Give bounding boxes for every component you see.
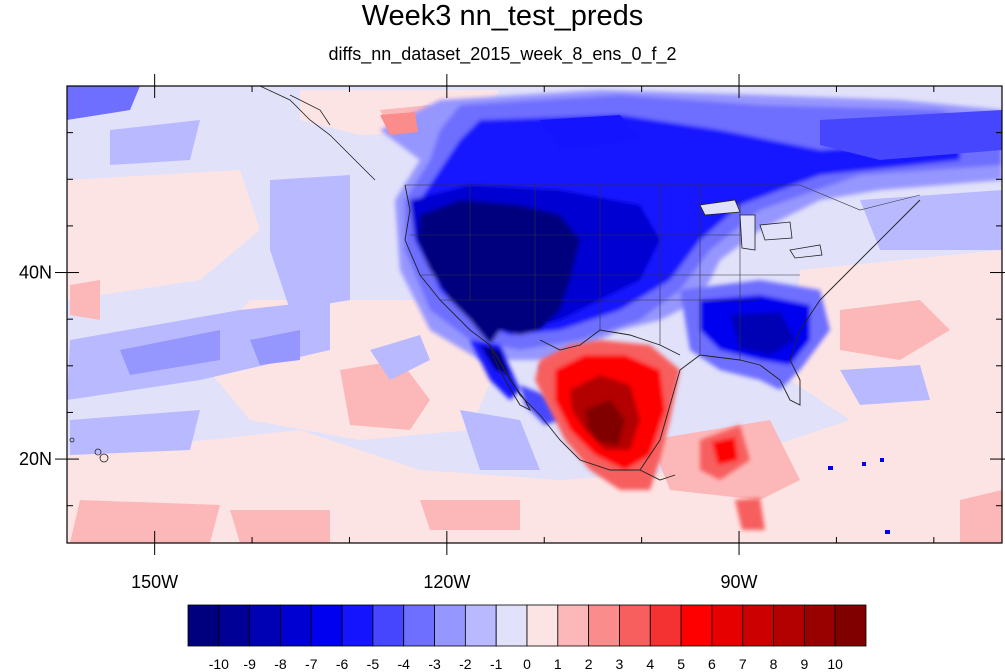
colorbar-box bbox=[526, 604, 559, 647]
colorbar-box bbox=[372, 604, 405, 647]
colorbar-label: 6 bbox=[708, 656, 716, 672]
colorbar-label: 5 bbox=[677, 656, 685, 672]
colorbar-label: -8 bbox=[274, 656, 287, 672]
colorbar-box bbox=[495, 604, 528, 647]
colorbar-label: 8 bbox=[770, 656, 778, 672]
colorbar-label: -2 bbox=[459, 656, 472, 672]
colorbar-label: 3 bbox=[616, 656, 624, 672]
map-panel bbox=[67, 86, 1002, 543]
borders bbox=[405, 184, 921, 360]
colorbar-box bbox=[464, 604, 497, 647]
map-title: Week3 nn_test_preds bbox=[361, 0, 644, 32]
colorbar-label: -10 bbox=[209, 656, 229, 672]
colorbar-label: 9 bbox=[800, 656, 808, 672]
map-frame bbox=[66, 85, 1003, 544]
colorbar-label: -1 bbox=[490, 656, 503, 672]
axis-ticks bbox=[55, 74, 1005, 555]
map-subtitle: diffs_nn_dataset_2015_week_8_ens_0_f_2 bbox=[328, 44, 677, 64]
colorbar-box bbox=[619, 604, 651, 647]
lon-label: 120W bbox=[423, 572, 470, 592]
coastlines bbox=[404, 184, 921, 481]
lon-label: 150W bbox=[131, 572, 178, 592]
colorbar-box bbox=[310, 604, 343, 647]
colorbar-box bbox=[803, 604, 836, 647]
colorbar-label: 2 bbox=[585, 656, 593, 672]
colorbar bbox=[187, 604, 867, 647]
colorbar-label: -3 bbox=[428, 656, 441, 672]
colorbar-label: -7 bbox=[305, 656, 318, 672]
colorbar-box bbox=[341, 604, 374, 647]
caribbean-speckles bbox=[828, 458, 890, 534]
negative-anomaly-mid bbox=[120, 330, 300, 375]
colorbar-box bbox=[403, 604, 435, 647]
colorbar-label: -6 bbox=[336, 656, 349, 672]
colorbar-box bbox=[649, 604, 682, 647]
colorbar-label: -9 bbox=[243, 656, 256, 672]
great-lakes bbox=[699, 199, 823, 259]
colorbar-labels: -10 -9 -8 -7 -6 -5 -4 -3 -2 -1 0 1 2 3 4 5 6 7 8 9 10 bbox=[209, 656, 843, 672]
lat-label: 40N bbox=[19, 263, 52, 283]
colorbar-box bbox=[680, 604, 713, 647]
hawaii-islands bbox=[69, 437, 109, 463]
lon-label: 90W bbox=[721, 572, 758, 592]
colorbar-box bbox=[187, 604, 220, 647]
colorbar-label: 7 bbox=[739, 656, 747, 672]
negative-anomaly-canada bbox=[67, 86, 1002, 160]
negative-anomaly-southeast bbox=[680, 280, 830, 390]
alaska-coast bbox=[259, 86, 376, 181]
colorbar-label: 10 bbox=[827, 656, 843, 672]
colorbar-box bbox=[249, 604, 281, 647]
colorbar-label: 4 bbox=[646, 656, 654, 672]
colorbar-box bbox=[434, 604, 466, 647]
colorbar-box bbox=[557, 604, 590, 647]
colorbar-label: 0 bbox=[523, 656, 531, 672]
colorbar-label: -5 bbox=[367, 656, 380, 672]
colorbar-box bbox=[773, 604, 805, 647]
positive-anomaly-mexico bbox=[535, 340, 765, 530]
colorbar-box bbox=[218, 604, 251, 647]
longitude-labels: 150W 120W 90W bbox=[131, 572, 757, 592]
colorbar-box bbox=[588, 604, 620, 647]
lat-label: 20N bbox=[19, 449, 52, 469]
colorbar-box bbox=[711, 604, 744, 647]
colorbar-label: 1 bbox=[554, 656, 562, 672]
colorbar-box bbox=[742, 604, 774, 647]
latitude-labels: 20N 40N bbox=[19, 263, 52, 470]
colorbar-box bbox=[280, 604, 312, 647]
colorbar-label: -4 bbox=[398, 656, 411, 672]
colorbar-box bbox=[834, 604, 867, 647]
